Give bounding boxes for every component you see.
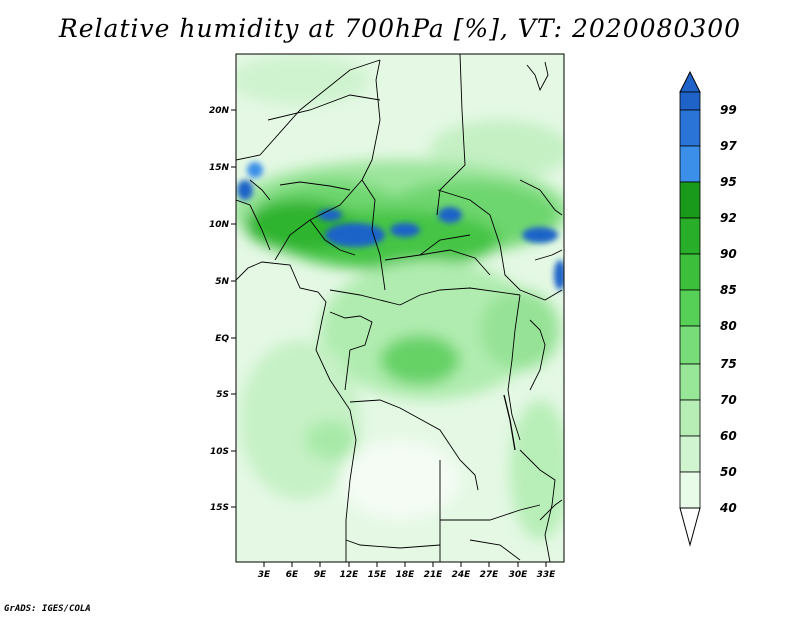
colorbar-label: 60 (720, 429, 737, 443)
colorbar-swatch (679, 181, 701, 219)
colorbar: 99 97 95 92 90 85 80 75 70 60 50 40 (679, 70, 737, 547)
lat-label: 15N (209, 163, 230, 173)
lat-label: 5S (216, 390, 229, 400)
colorbar-label: 80 (720, 319, 737, 333)
latitude-axis: 20N 15N 10N 5N EQ 5S 10S 15S (209, 106, 236, 513)
lon-label: 21E (424, 570, 444, 580)
colorbar-swatch (679, 253, 701, 291)
colorbar-swatch (679, 399, 701, 437)
lat-label: 5N (215, 277, 229, 287)
colorbar-label: 92 (720, 211, 737, 225)
colorbar-label: 95 (720, 175, 737, 189)
lon-label: 27E (480, 570, 500, 580)
colorbar-swatch (679, 363, 701, 401)
credit-text: GrADS: IGES/COLA (4, 604, 91, 614)
colorbar-swatch (679, 325, 701, 365)
colorbar-swatch (679, 145, 701, 183)
lat-label: EQ (215, 334, 229, 344)
colorbar-label: 75 (720, 357, 737, 371)
lat-label: 15S (210, 503, 229, 513)
colorbar-swatch (679, 217, 701, 255)
lat-label: 10N (209, 220, 230, 230)
lon-label: 33E (537, 570, 557, 580)
lon-label: 30E (509, 570, 529, 580)
colorbar-swatch (679, 289, 701, 327)
colorbar-swatch (679, 91, 701, 111)
colorbar-label: 40 (719, 501, 737, 515)
colorbar-bottom-arrow (679, 507, 701, 547)
lon-label: 6E (286, 570, 299, 580)
lon-label: 15E (368, 570, 388, 580)
country-borders (236, 54, 563, 562)
colorbar-label: 70 (720, 393, 737, 407)
lon-label: 3E (258, 570, 271, 580)
humidity-field (236, 54, 564, 562)
colorbar-swatch (679, 435, 701, 473)
lat-label: 10S (210, 447, 229, 457)
colorbar-top-arrow (679, 70, 701, 93)
colorbar-swatch (679, 471, 701, 509)
longitude-axis: 3E 6E 9E 12E 15E 18E 21E 24E 27E 30E 33E (258, 562, 556, 580)
colorbar-swatch (679, 109, 701, 147)
lon-label: 18E (396, 570, 416, 580)
map-frame (235, 53, 565, 563)
chart-title: Relative humidity at 700hPa [%], VT: 202… (58, 14, 742, 43)
lat-label: 20N (209, 106, 230, 116)
colorbar-label: 99 (720, 103, 737, 117)
colorbar-label: 50 (720, 465, 737, 479)
colorbar-label: 90 (720, 247, 737, 261)
lon-label: 24E (452, 570, 472, 580)
colorbar-label: 85 (720, 283, 737, 297)
lon-label: 9E (314, 570, 327, 580)
colorbar-label: 97 (720, 139, 737, 153)
lon-label: 12E (340, 570, 360, 580)
